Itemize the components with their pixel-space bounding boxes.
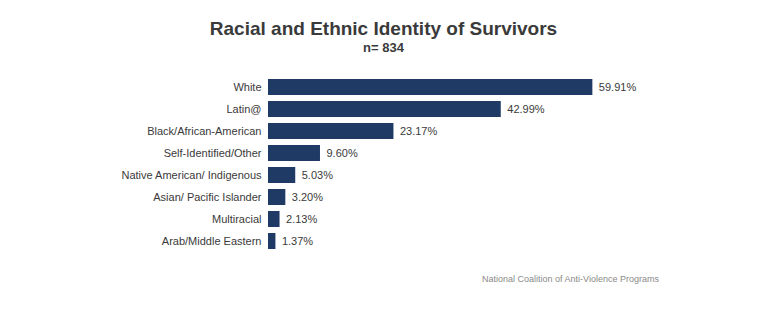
svg-text:9.60%: 9.60% [326,147,357,159]
svg-text:3.20%: 3.20% [292,191,323,203]
svg-text:23.17%: 23.17% [400,125,438,137]
svg-text:Arab/Middle Eastern: Arab/Middle Eastern [162,235,262,247]
svg-text:Asian/ Pacific Islander: Asian/ Pacific Islander [153,191,262,203]
html-text:n= 834: n= 834 [363,40,404,55]
svg-text:White: White [233,81,261,93]
svg-text:59.91%: 59.91% [599,81,637,93]
svg-text:Black/African-American: Black/African-American [147,125,261,137]
svg-text:2.13%: 2.13% [286,213,317,225]
svg-text:Multiracial: Multiracial [212,213,262,225]
svg-text:Native American/ Indigenous: Native American/ Indigenous [121,169,262,181]
svg-text:Self-Identified/Other: Self-Identified/Other [164,147,262,159]
svg-text:Latin@: Latin@ [226,103,261,115]
html-text:National Coalition of Anti-Vio: National Coalition of Anti-Violence Prog… [482,274,659,284]
svg-text:5.03%: 5.03% [302,169,333,181]
html-text:Racial and Ethnic Identity of: Racial and Ethnic Identity of Survivors [209,18,558,39]
svg-text:42.99%: 42.99% [507,103,545,115]
svg-text:1.37%: 1.37% [282,235,313,247]
